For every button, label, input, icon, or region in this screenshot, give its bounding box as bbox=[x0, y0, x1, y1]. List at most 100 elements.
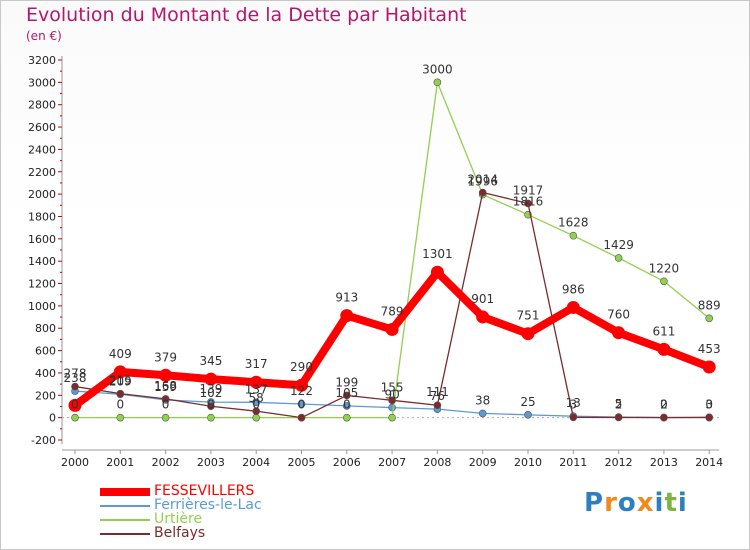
data-label-fessevillers: 751 bbox=[517, 309, 540, 323]
y-tick-label: 1200 bbox=[28, 278, 56, 291]
x-tick-label: 2012 bbox=[605, 456, 633, 469]
data-label-fessevillers: 901 bbox=[471, 292, 494, 306]
data-label-fessevillers: 379 bbox=[154, 350, 177, 364]
legend: FESSEVILLERS Ferrières-le-Lac Urtière Be… bbox=[100, 483, 360, 541]
data-label-ferrieres-le-lac: 159 bbox=[154, 380, 177, 394]
data-point-belfays bbox=[252, 407, 261, 415]
data-label-urtiere: 1220 bbox=[649, 261, 680, 275]
y-tick-label: 2400 bbox=[28, 143, 56, 156]
x-tick-label: 2006 bbox=[333, 456, 361, 469]
data-label-urtiere: 1816 bbox=[513, 195, 544, 209]
data-label-ferrieres-le-lac: 238 bbox=[64, 371, 87, 385]
y-tick-label: 200 bbox=[35, 389, 56, 402]
data-point-belfays bbox=[614, 413, 623, 422]
data-point-ferrieres-le-lac bbox=[388, 403, 396, 412]
data-label-urtiere: 0 bbox=[298, 398, 306, 412]
data-label-ferrieres-le-lac: 0 bbox=[705, 398, 713, 412]
data-label-urtiere: 3000 bbox=[422, 62, 453, 76]
data-point-fessevillers bbox=[249, 375, 263, 389]
data-label-belfays: 3 bbox=[569, 397, 577, 411]
chart-title: Evolution du Montant de la Dette par Hab… bbox=[26, 4, 467, 26]
data-point-belfays bbox=[524, 199, 532, 208]
series-belfays bbox=[71, 188, 714, 422]
data-point-urtiere bbox=[660, 277, 668, 286]
legend-swatch-fessevillers bbox=[100, 488, 150, 496]
data-point-urtiere bbox=[388, 413, 396, 422]
x-tick-label: 2003 bbox=[197, 456, 225, 469]
data-point-fessevillers bbox=[521, 327, 535, 341]
chart-subtitle: (en €) bbox=[26, 29, 62, 43]
legend-swatch-ferrieres bbox=[100, 505, 150, 507]
data-point-belfays bbox=[388, 396, 396, 405]
data-label-belfays: 0 bbox=[660, 398, 668, 412]
y-tick-label: 2800 bbox=[28, 99, 56, 112]
y-tick-label: 400 bbox=[35, 367, 56, 380]
data-point-fessevillers bbox=[566, 300, 580, 314]
data-label-fessevillers: 453 bbox=[698, 342, 721, 356]
y-tick-label: -200 bbox=[31, 434, 56, 447]
data-label-ferrieres-le-lac: 105 bbox=[335, 386, 358, 400]
data-label-ferrieres-le-lac: 2 bbox=[660, 397, 668, 411]
data-point-belfays bbox=[342, 391, 351, 400]
data-label-belfays: 278 bbox=[64, 367, 87, 381]
data-label-urtiere: 0 bbox=[252, 398, 260, 412]
data-label-belfays: 58 bbox=[249, 391, 264, 405]
data-label-urtiere: 0 bbox=[207, 398, 215, 412]
data-label-fessevillers: 290 bbox=[290, 360, 313, 374]
data-label-ferrieres-le-lac: 122 bbox=[290, 384, 313, 398]
series-fessevillers bbox=[68, 265, 716, 412]
legend-swatch-urtiere bbox=[100, 519, 150, 521]
legend-label-belfays: Belfays bbox=[154, 525, 206, 541]
legend-label-urtiere: Urtière bbox=[154, 511, 203, 527]
x-tick-label: 2004 bbox=[242, 456, 270, 469]
data-label-fessevillers: 986 bbox=[562, 282, 585, 296]
y-tick-label: 3000 bbox=[28, 76, 56, 89]
data-label-ferrieres-le-lac: 25 bbox=[520, 395, 535, 409]
data-point-belfays bbox=[161, 395, 170, 403]
legend-item-belfays: Belfays bbox=[100, 525, 360, 541]
y-tick-label: 1000 bbox=[28, 300, 56, 313]
data-label-fessevillers: 789 bbox=[381, 304, 404, 318]
y-tick-label: 0 bbox=[49, 412, 56, 425]
data-point-urtiere bbox=[614, 254, 623, 262]
logo-letter: r bbox=[604, 488, 618, 518]
data-label-fessevillers: 611 bbox=[652, 324, 675, 338]
logo-letter: x bbox=[636, 488, 655, 518]
y-tick-label: 2000 bbox=[28, 188, 56, 201]
data-point-belfays bbox=[660, 413, 668, 422]
data-label-belfays: 199 bbox=[335, 375, 358, 389]
data-point-fessevillers bbox=[340, 309, 354, 323]
logo-letter: o bbox=[617, 488, 637, 518]
data-label-ferrieres-le-lac: 209 bbox=[109, 374, 132, 388]
data-point-fessevillers bbox=[295, 378, 308, 392]
data-label-urtiere: 0 bbox=[162, 398, 170, 412]
y-tick-label: 2600 bbox=[28, 121, 56, 134]
data-point-urtiere bbox=[252, 413, 261, 422]
data-label-urtiere: 1628 bbox=[558, 216, 589, 230]
data-point-fessevillers bbox=[204, 372, 218, 386]
data-label-fessevillers: 409 bbox=[109, 347, 132, 361]
data-label-urtiere: 1429 bbox=[603, 238, 634, 252]
data-label-fessevillers: 317 bbox=[245, 357, 268, 371]
legend-item-ferrieres: Ferrières-le-Lac bbox=[100, 497, 360, 513]
x-tick-label: 2002 bbox=[152, 456, 180, 469]
data-label-urtiere: 0 bbox=[116, 398, 124, 412]
x-tick-label: 2001 bbox=[106, 456, 134, 469]
data-label-urtiere: 0 bbox=[71, 398, 79, 412]
data-point-urtiere bbox=[569, 231, 578, 240]
legend-item-urtiere: Urtière bbox=[100, 511, 360, 527]
data-point-urtiere bbox=[433, 78, 442, 87]
y-tick-label: 800 bbox=[35, 322, 56, 335]
data-label-belfays: 2014 bbox=[467, 173, 498, 187]
data-point-belfays bbox=[116, 389, 125, 398]
x-tick-label: 2009 bbox=[469, 456, 497, 469]
data-point-urtiere bbox=[71, 413, 79, 422]
logo-letter: i bbox=[677, 488, 688, 518]
data-label-belfays: 2 bbox=[615, 397, 623, 411]
data-label-ferrieres-le-lac: 38 bbox=[475, 393, 490, 407]
logo-letter: P bbox=[584, 488, 605, 518]
x-tick-label: 2008 bbox=[423, 456, 451, 469]
logo-letter: i bbox=[654, 488, 665, 518]
data-label-urtiere: 1996 bbox=[467, 175, 498, 189]
